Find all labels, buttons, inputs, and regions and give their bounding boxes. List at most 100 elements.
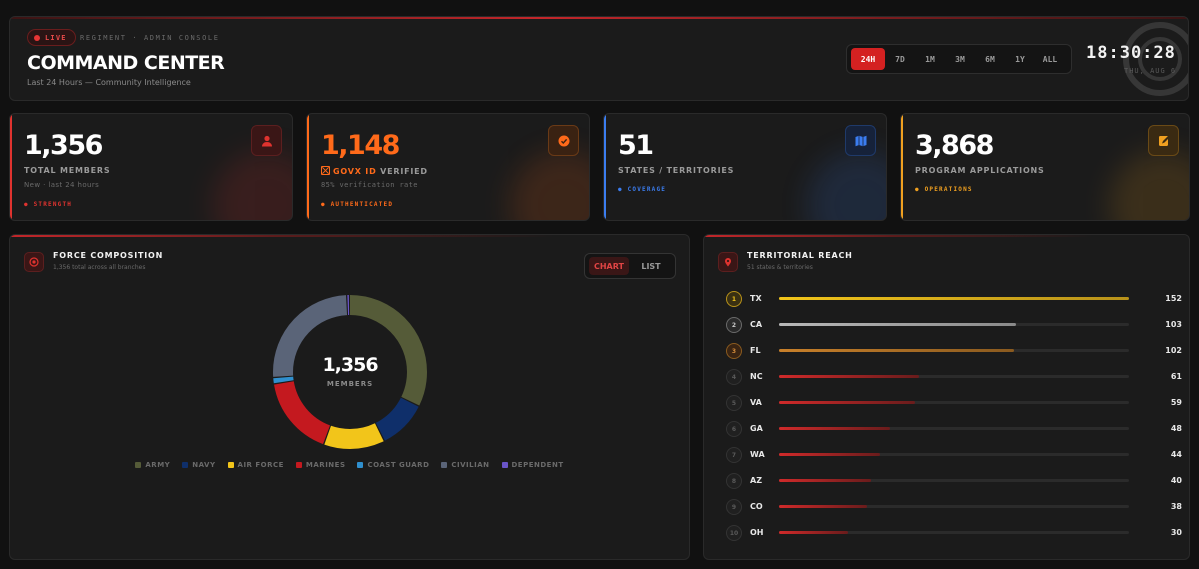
member-count: 38 — [1170, 502, 1182, 511]
stat-card-govx-verified[interactable]: 1,148 GOVX ID VERIFIED 85% verification … — [306, 113, 590, 221]
force-composition-panel: FORCE COMPOSITION 1,356 total across all… — [9, 234, 690, 560]
progress-track — [779, 297, 1129, 300]
territory-row-fl[interactable]: 3 FL 102 — [726, 343, 1182, 359]
progress-track — [779, 375, 1129, 378]
progress-fill — [779, 427, 890, 430]
stat-card-applications[interactable]: 3,868 PROGRAM APPLICATIONS ● OPERATIONS — [900, 113, 1190, 221]
territory-row-nc[interactable]: 4 NC 61 — [726, 369, 1182, 385]
progress-fill — [779, 375, 920, 378]
state-code: VA — [750, 398, 762, 407]
rank-badge: 9 — [726, 499, 742, 515]
range-button-24h[interactable]: 24H — [851, 48, 885, 70]
list-view-button[interactable]: LIST — [641, 261, 661, 271]
territory-row-az[interactable]: 8 AZ 40 — [726, 473, 1182, 489]
rank-badge: 10 — [726, 525, 742, 541]
rank-badge: 2 — [726, 317, 742, 333]
chart-legend: ARMY NAVY AIR FORCE MARINES COAST GUARD CIVIL… — [10, 461, 689, 469]
legend-swatch — [357, 462, 364, 468]
member-count: 40 — [1170, 476, 1182, 485]
progress-track — [779, 479, 1129, 482]
page-title: COMMAND CENTER — [27, 52, 225, 74]
stat-label: TOTAL MEMBERS — [24, 166, 111, 175]
live-badge: LIVE — [27, 29, 76, 46]
legend-item-marines[interactable]: MARINES — [295, 461, 346, 469]
legend-item-civilian[interactable]: CIVILIAN — [441, 461, 489, 469]
donut-slice-army[interactable] — [273, 295, 427, 449]
territory-row-ca[interactable]: 2 CA 103 — [726, 317, 1182, 333]
member-count: 48 — [1170, 424, 1182, 433]
stat-value: 51 — [618, 130, 654, 161]
legend-item-army[interactable]: ARMY — [135, 461, 170, 469]
legend-item-dependent[interactable]: DEPENDENT — [501, 461, 564, 469]
rank-badge: 8 — [726, 473, 742, 489]
rank-badge: 5 — [726, 395, 742, 411]
state-code: OH — [750, 528, 764, 537]
rank-badge: 6 — [726, 421, 742, 437]
range-button-1m[interactable]: 1M — [925, 54, 935, 64]
donut-chart: 1,356 MEMBERS — [272, 294, 428, 450]
location-pin-icon — [718, 252, 738, 272]
stat-glow — [1109, 150, 1189, 220]
clock-time: 18:30:28 — [1086, 43, 1176, 63]
time-range-selector: 24H 7D 1M 3M 6M 1Y ALL — [846, 44, 1072, 74]
territory-row-tx[interactable]: 1 TX 152 — [726, 291, 1182, 307]
govx-logo-icon — [321, 166, 330, 175]
stat-subtext: New · last 24 hours — [24, 181, 100, 189]
legend-item-air-force[interactable]: AIR FORCE — [227, 461, 284, 469]
legend-label: CIVILIAN — [451, 461, 490, 469]
live-dot-icon — [34, 34, 40, 41]
view-toggle: CHART LIST — [584, 253, 676, 279]
range-button-1y[interactable]: 1Y — [1015, 54, 1025, 64]
progress-fill — [779, 531, 849, 534]
donut-slice-civilian[interactable] — [273, 295, 427, 449]
member-count: 59 — [1170, 398, 1182, 407]
legend-swatch — [501, 462, 508, 468]
stat-card-total-members[interactable]: 1,356 TOTAL MEMBERS New · last 24 hours … — [9, 113, 293, 221]
stat-card-states[interactable]: 51 STATES / TERRITORIES ● COVERAGE — [603, 113, 887, 221]
donut-center-label: MEMBERS — [326, 380, 374, 388]
territory-row-oh[interactable]: 10 OH 30 — [726, 525, 1182, 541]
range-button-7d[interactable]: 7D — [895, 54, 905, 64]
progress-fill — [779, 401, 915, 404]
progress-track — [779, 349, 1129, 352]
users-icon — [251, 125, 282, 156]
range-button-3m[interactable]: 3M — [955, 54, 965, 64]
stat-tag: ● STRENGTH — [24, 201, 73, 208]
legend-swatch — [295, 462, 302, 468]
stat-label: PROGRAM APPLICATIONS — [915, 166, 1045, 175]
stat-accent-bar — [604, 114, 606, 220]
stat-glow — [806, 150, 886, 220]
member-count: 102 — [1165, 346, 1182, 355]
progress-track — [779, 427, 1129, 430]
stat-glow — [212, 150, 292, 220]
range-button-all[interactable]: ALL — [1042, 54, 1058, 64]
territory-row-co[interactable]: 9 CO 38 — [726, 499, 1182, 515]
stat-tag: ● OPERATIONS — [915, 186, 973, 193]
territory-row-va[interactable]: 5 VA 59 — [726, 395, 1182, 411]
member-count: 44 — [1170, 450, 1182, 459]
stat-value: 3,868 — [915, 130, 994, 161]
panel-title: FORCE COMPOSITION — [53, 251, 164, 260]
territory-row-ga[interactable]: 6 GA 48 — [726, 421, 1182, 437]
progress-fill — [779, 505, 867, 508]
progress-fill — [779, 479, 872, 482]
legend-item-coast-guard[interactable]: COAST GUARD — [357, 461, 429, 469]
territorial-reach-panel: TERRITORIAL REACH 51 states & territorie… — [703, 234, 1190, 560]
territory-row-wa[interactable]: 7 WA 44 — [726, 447, 1182, 463]
live-label: LIVE — [45, 33, 67, 42]
emblem-icon — [1123, 22, 1188, 96]
govx-brand: GOVX ID — [333, 167, 377, 176]
member-count: 152 — [1165, 294, 1182, 303]
target-icon — [24, 252, 44, 272]
range-button-6m[interactable]: 6M — [985, 54, 995, 64]
stat-value: 1,356 — [24, 130, 103, 161]
donut-svg — [273, 295, 427, 449]
chart-view-button[interactable]: CHART — [589, 257, 629, 275]
donut-slice-air-force[interactable] — [273, 295, 427, 449]
stat-glow — [509, 150, 589, 220]
stat-tag: ● COVERAGE — [618, 186, 667, 193]
state-code: CA — [750, 320, 763, 329]
state-code: CO — [750, 502, 763, 511]
legend-item-navy[interactable]: NAVY — [182, 461, 215, 469]
stat-accent-bar — [10, 114, 12, 220]
